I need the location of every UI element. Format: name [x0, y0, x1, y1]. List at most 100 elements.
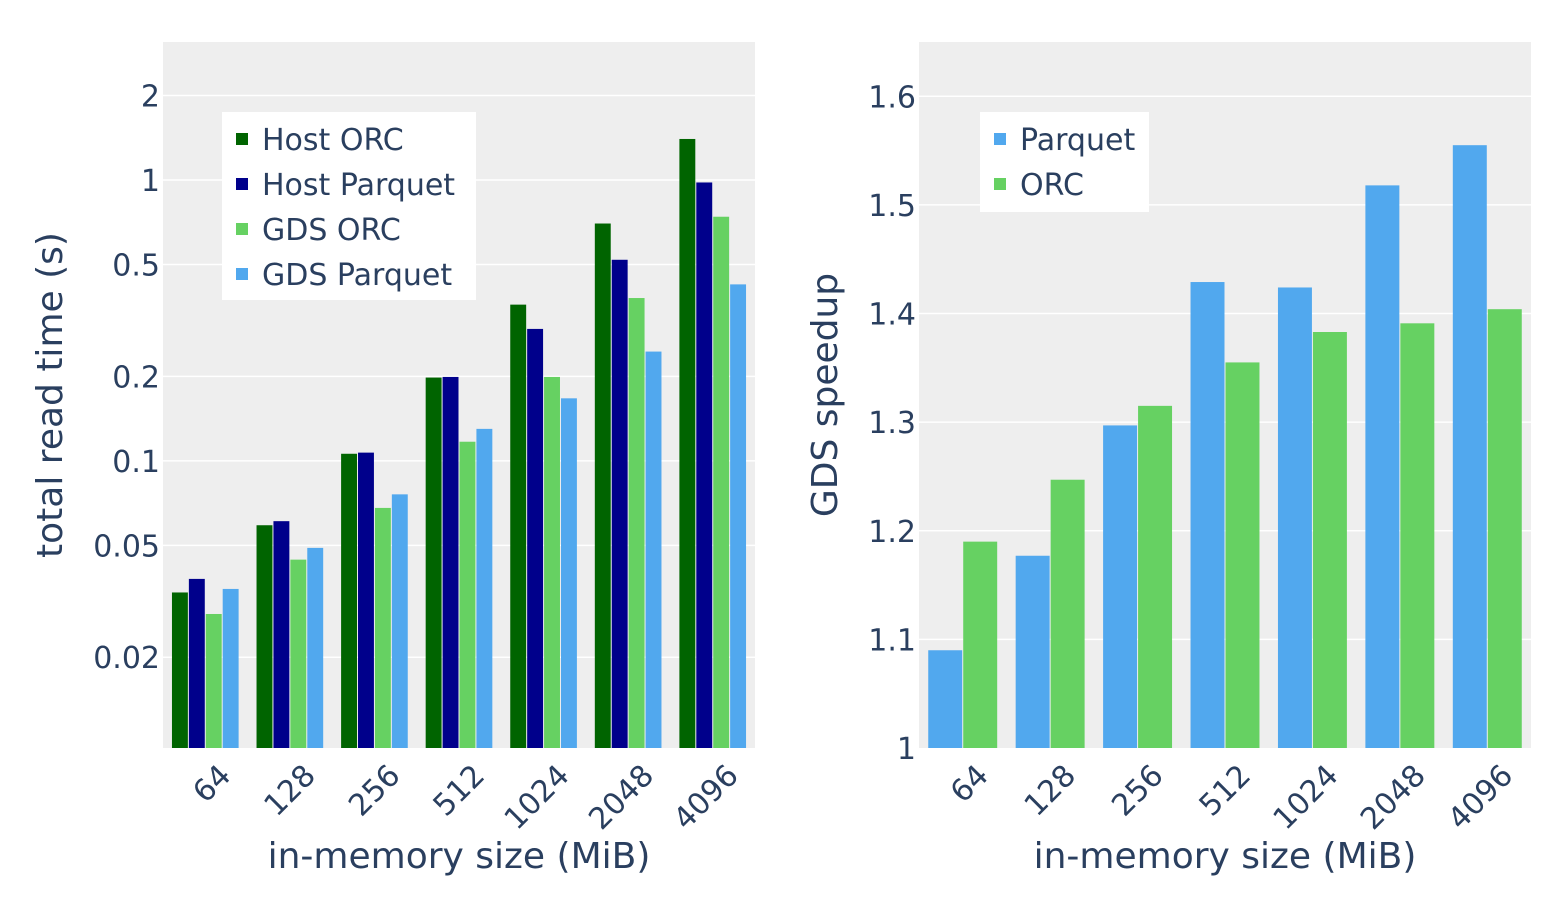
bar	[273, 521, 290, 748]
chart-2: 1 1.1 1.2 1.3 1.4 1.5 1.6 64 128 256 512 1024 2048 40…	[805, 42, 1531, 877]
bar	[730, 284, 747, 748]
bar	[560, 398, 577, 748]
bar	[645, 351, 662, 748]
y-tick-label: 1	[141, 164, 160, 199]
series-parquet	[928, 145, 1487, 748]
y-tick-label: 0.05	[93, 529, 160, 564]
bar	[1138, 405, 1173, 748]
legend-swatch	[236, 178, 248, 190]
x-tick-label: 1024	[498, 758, 577, 837]
series-orc	[963, 309, 1522, 748]
bar	[628, 298, 645, 748]
y-tick-label: 0.5	[112, 249, 160, 284]
y-tick-label: 2	[141, 79, 160, 114]
bar	[713, 216, 730, 749]
x-tick-label: 128	[1018, 758, 1083, 823]
legend-swatch	[236, 268, 248, 280]
series-host-parquet	[188, 182, 713, 748]
bar	[341, 453, 358, 748]
x-tick-label: 64	[944, 758, 996, 810]
bar	[256, 525, 273, 748]
x-tick-label: 64	[186, 758, 238, 810]
series-host-orc	[171, 138, 696, 748]
bar	[1365, 185, 1400, 748]
bar	[679, 138, 696, 748]
bar	[476, 428, 493, 748]
legend-swatch	[236, 223, 248, 235]
bar	[510, 304, 527, 748]
legend-label: GDS Parquet	[262, 258, 452, 293]
bar	[963, 541, 998, 748]
y-tick-label: 0.02	[93, 641, 160, 676]
legend-label: Host Parquet	[262, 168, 455, 203]
bar	[1277, 287, 1312, 748]
x-tick-label: 512	[1193, 758, 1258, 823]
bar	[1225, 362, 1260, 748]
x-tick-label: 256	[1105, 758, 1170, 823]
y-tick-label: 1.5	[868, 189, 916, 224]
x-tick-label: 2048	[1354, 758, 1433, 837]
bar	[222, 588, 239, 748]
x-tick-label: 256	[342, 758, 407, 823]
legend-background	[980, 112, 1149, 212]
legend-swatch	[994, 178, 1006, 190]
x-tick-label: 1024	[1267, 758, 1346, 837]
bar	[358, 452, 374, 748]
bar	[1015, 555, 1050, 748]
bar	[374, 507, 391, 748]
legend-swatch	[994, 133, 1006, 145]
bar	[928, 650, 963, 748]
series-gds-parquet	[222, 284, 747, 748]
bar	[290, 559, 307, 748]
y-tick-label: 1	[897, 732, 916, 767]
bar	[527, 328, 544, 748]
legend: Host ORC Host Parquet GDS ORC GDS Parquet	[222, 112, 476, 300]
legend-background	[222, 112, 476, 300]
bar	[205, 613, 222, 748]
bar	[171, 592, 188, 748]
x-tick-label: 128	[258, 758, 323, 823]
x-axis-title: in-memory size (MiB)	[1034, 836, 1417, 877]
y-tick-label: 1.6	[868, 80, 916, 115]
y-axis-title: GDS speedup	[805, 273, 846, 517]
legend-swatch	[236, 133, 248, 145]
series-gds-orc	[205, 216, 730, 749]
bar	[594, 223, 611, 748]
legend-label: Host ORC	[262, 123, 404, 158]
y-tick-label: 1.1	[868, 623, 916, 658]
bar	[425, 377, 442, 748]
bar	[188, 578, 205, 748]
legend-label: ORC	[1020, 168, 1084, 203]
bar	[442, 376, 459, 748]
y-axis-title: total read time (s)	[30, 232, 71, 558]
bar	[544, 376, 560, 748]
y-tick-label: 1.4	[868, 298, 916, 333]
legend-label: GDS ORC	[262, 213, 401, 248]
y-tick-labels: 1 1.1 1.2 1.3 1.4 1.5 1.6	[868, 80, 916, 767]
y-tick-label: 1.3	[868, 406, 916, 441]
x-tick-label: 2048	[582, 758, 661, 837]
bar	[696, 182, 713, 748]
bar	[1452, 145, 1487, 748]
bar	[459, 441, 476, 748]
bar	[1103, 425, 1138, 748]
bar	[307, 547, 324, 748]
x-tick-labels: 64 128 256 512 1024 2048 4096	[944, 758, 1520, 837]
bar	[391, 494, 408, 748]
y-tick-labels: 0.02 0.05 0.1 0.2 0.5 1 2	[93, 79, 160, 676]
x-tick-label: 4096	[1441, 758, 1520, 837]
chart-1: 0.02 0.05 0.1 0.2 0.5 1 2 64 128 256 512 1024 2048 40…	[30, 42, 755, 877]
x-tick-label: 4096	[667, 758, 746, 837]
y-tick-label: 1.2	[868, 515, 916, 550]
bar	[1487, 309, 1522, 748]
x-axis-title: in-memory size (MiB)	[268, 836, 651, 877]
bar	[1050, 479, 1085, 748]
x-tick-label: 512	[427, 758, 492, 823]
bar	[611, 259, 628, 748]
x-tick-labels: 64 128 256 512 1024 2048 4096	[186, 758, 745, 837]
bar	[1312, 332, 1347, 748]
legend-label: Parquet	[1020, 123, 1135, 158]
bar	[1190, 282, 1225, 748]
bar	[1400, 323, 1435, 748]
y-tick-label: 0.1	[112, 445, 160, 480]
